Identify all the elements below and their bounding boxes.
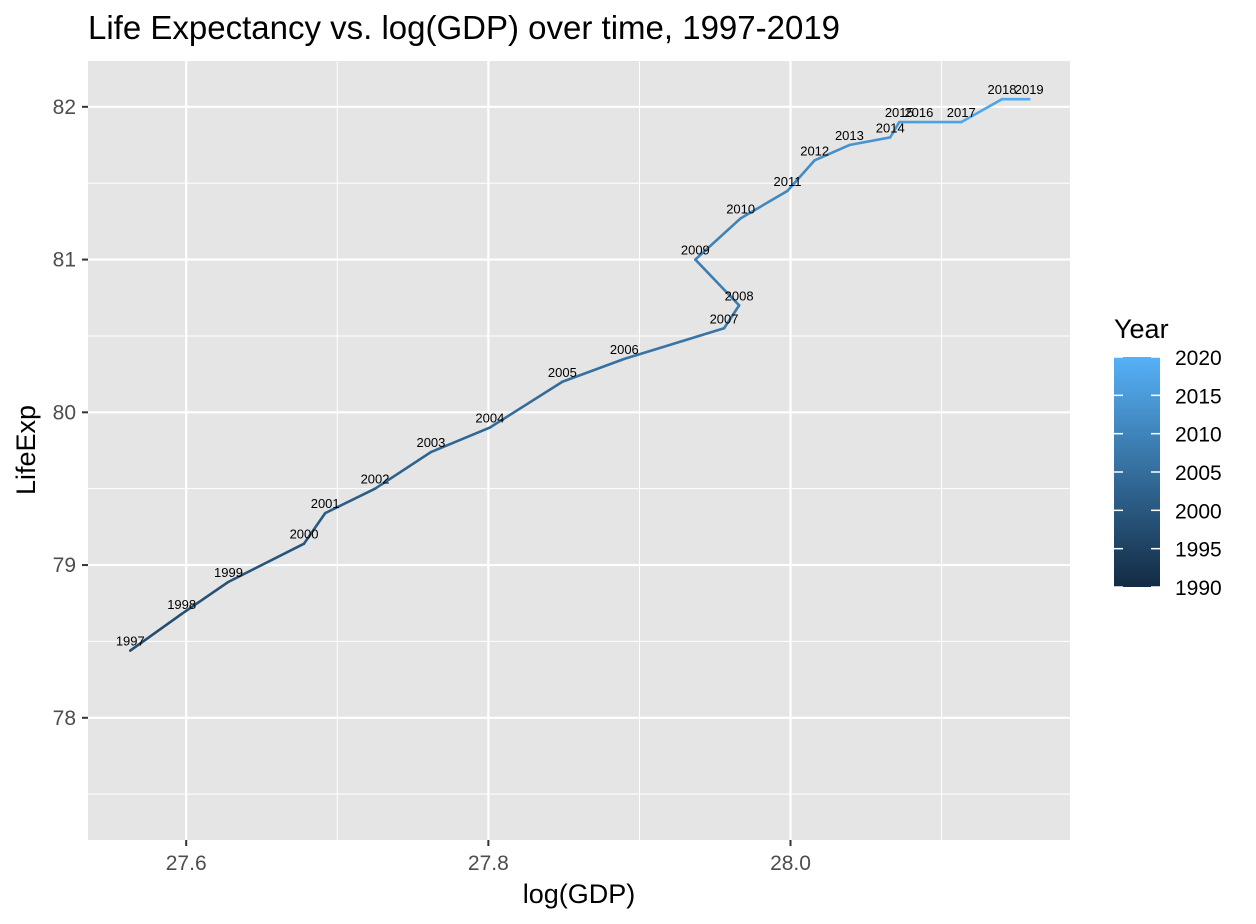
legend-label: 1995 <box>1175 539 1222 562</box>
point-label: 2012 <box>800 143 829 158</box>
legend: Year 1990 1995 2000 2005 2010 2015 2020 <box>1114 314 1222 600</box>
line-segment <box>129 612 183 652</box>
y-tick-label: 82 <box>53 96 76 119</box>
line-segment <box>623 327 726 361</box>
y-axis-label: LifeExp <box>11 405 41 495</box>
point-label: 2003 <box>416 435 445 450</box>
x-tick-label: 28.0 <box>770 852 811 875</box>
point-label: 2004 <box>475 411 504 426</box>
legend-label: 2015 <box>1175 385 1222 408</box>
x-axis: 27.6 27.8 28.0 <box>166 840 811 875</box>
line-segment <box>227 542 306 584</box>
point-label: 2016 <box>904 105 933 120</box>
point-label: 2002 <box>361 472 390 487</box>
minor-gridlines <box>88 61 1070 840</box>
point-label: 2000 <box>290 527 319 542</box>
y-tick-label: 80 <box>53 401 76 424</box>
point-label: 1997 <box>116 634 145 649</box>
point-label: 2017 <box>947 105 976 120</box>
point-labels: 1997 1998 1999 2000 2001 2002 2003 2004 2005 2006… <box>116 82 1044 648</box>
line-segment <box>561 357 626 384</box>
x-tick-label: 27.6 <box>166 852 207 875</box>
line-segment <box>722 304 741 330</box>
line-segment <box>488 380 564 429</box>
point-label: 2001 <box>311 496 340 511</box>
point-label: 2014 <box>876 120 905 135</box>
point-label: 2007 <box>710 311 739 326</box>
line-segment <box>813 143 851 162</box>
y-tick-label: 78 <box>53 707 76 730</box>
y-tick-label: 79 <box>53 554 76 577</box>
legend-label: 2020 <box>1175 347 1222 370</box>
x-axis-label: log(GDP) <box>523 879 636 909</box>
x-tick-label: 27.8 <box>468 852 509 875</box>
line-segment <box>429 426 492 454</box>
line-segment <box>694 217 742 261</box>
y-tick-label: 81 <box>53 249 76 272</box>
major-gridlines <box>88 61 1070 840</box>
point-label: 2013 <box>835 128 864 143</box>
line-segment <box>694 258 741 307</box>
legend-label: 2005 <box>1175 462 1222 485</box>
point-label: 1998 <box>167 597 196 612</box>
legend-label: 2010 <box>1175 424 1222 447</box>
point-label: 2019 <box>1015 82 1044 97</box>
line-segment <box>302 511 327 545</box>
line-segment <box>848 136 892 147</box>
point-label: 2011 <box>774 174 802 189</box>
line-segment <box>373 450 433 490</box>
legend-ticks: 1990 1995 2000 2005 2010 2015 2020 <box>1114 347 1222 600</box>
legend-label: 2000 <box>1175 500 1222 523</box>
line-segment <box>959 97 1004 124</box>
point-label: 2010 <box>726 201 755 216</box>
plot-panel <box>88 61 1070 840</box>
point-label: 2018 <box>988 82 1017 97</box>
point-label: 2008 <box>725 288 754 303</box>
point-label: 2005 <box>548 365 577 380</box>
point-label: 2006 <box>610 342 639 357</box>
line-segment <box>739 189 789 220</box>
point-label: 2009 <box>681 243 710 258</box>
legend-title: Year <box>1114 314 1169 344</box>
point-label: 1999 <box>214 565 243 580</box>
line-segment <box>323 487 377 515</box>
y-axis: 78 79 80 81 82 <box>53 96 88 730</box>
line-segment <box>786 158 816 193</box>
chart-title: Life Expectancy vs. log(GDP) over time, … <box>88 9 840 46</box>
series-line <box>129 97 1031 652</box>
legend-label: 1990 <box>1175 577 1222 600</box>
line-segment <box>888 120 901 139</box>
point-label: 2015 <box>885 105 914 120</box>
line-segment <box>180 580 230 616</box>
